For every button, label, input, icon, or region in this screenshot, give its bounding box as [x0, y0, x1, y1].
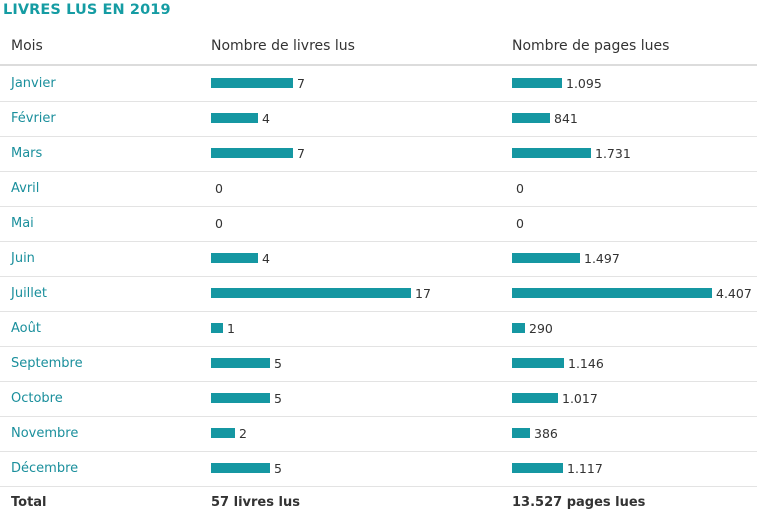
- books-bar: [211, 78, 293, 88]
- books-bar: [211, 428, 235, 438]
- books-value-label: 17: [415, 286, 431, 301]
- pages-value-label: 290: [529, 321, 553, 336]
- table-row: Décembre 5 1.117: [0, 452, 757, 487]
- chart-title: LIVRES LUS EN 2019: [3, 2, 171, 18]
- pages-bar: [512, 148, 591, 158]
- month-link[interactable]: Juin: [11, 251, 35, 266]
- pages-value-label: 1.017: [562, 391, 598, 406]
- total-pages: 13.527 pages lues: [512, 495, 646, 510]
- books-bar: [211, 113, 258, 123]
- month-link[interactable]: Octobre: [11, 391, 63, 406]
- table-row: Mars 7 1.731: [0, 137, 757, 172]
- books-value-label: 1: [227, 321, 235, 336]
- books-value-label: 5: [274, 356, 282, 371]
- month-link[interactable]: Janvier: [11, 76, 56, 91]
- pages-value-label: 1.117: [567, 461, 603, 476]
- books-bar: [211, 358, 270, 368]
- table-row: Avril 0 0: [0, 172, 757, 207]
- pages-bar: [512, 428, 530, 438]
- pages-bar: [512, 113, 550, 123]
- table-row: Août 1 290: [0, 312, 757, 347]
- month-link[interactable]: Mai: [11, 216, 34, 231]
- pages-value-label: 0: [516, 181, 524, 196]
- pages-bar: [512, 78, 562, 88]
- table-row: Janvier 7 1.095: [0, 67, 757, 102]
- total-label: Total: [11, 495, 47, 510]
- books-value-label: 7: [297, 146, 305, 161]
- month-link[interactable]: Septembre: [11, 356, 83, 371]
- books-bar: [211, 253, 258, 263]
- books-bar: [211, 463, 270, 473]
- books-value-label: 4: [262, 111, 270, 126]
- table-header: Mois Nombre de livres lus Nombre de page…: [0, 30, 757, 66]
- pages-bar: [512, 393, 558, 403]
- table-row: Mai 0 0: [0, 207, 757, 242]
- pages-value-label: 1.497: [584, 251, 620, 266]
- books-bar: [211, 393, 270, 403]
- header-books: Nombre de livres lus: [211, 38, 355, 54]
- month-link[interactable]: Novembre: [11, 426, 79, 441]
- month-link[interactable]: Avril: [11, 181, 40, 196]
- books-value-label: 0: [215, 216, 223, 231]
- month-link[interactable]: Août: [11, 321, 41, 336]
- pages-value-label: 386: [534, 426, 558, 441]
- books-value-label: 5: [274, 391, 282, 406]
- total-row: Total 57 livres lus 13.527 pages lues: [0, 486, 757, 522]
- books-bar: [211, 148, 293, 158]
- books-value-label: 2: [239, 426, 247, 441]
- pages-bar: [512, 463, 563, 473]
- pages-bar: [512, 358, 564, 368]
- table-row: Septembre 5 1.146: [0, 347, 757, 382]
- books-bar: [211, 323, 223, 333]
- header-pages: Nombre de pages lues: [512, 38, 670, 54]
- pages-value-label: 4.407: [716, 286, 752, 301]
- pages-value-label: 1.731: [595, 146, 631, 161]
- month-link[interactable]: Mars: [11, 146, 43, 161]
- table-row: Novembre 2 386: [0, 417, 757, 452]
- pages-bar: [512, 253, 580, 263]
- pages-bar: [512, 288, 712, 298]
- table-row: Octobre 5 1.017: [0, 382, 757, 417]
- table-row: Juin 4 1.497: [0, 242, 757, 277]
- table-row: Juillet 17 4.407: [0, 277, 757, 312]
- header-month: Mois: [11, 38, 43, 54]
- pages-value-label: 1.095: [566, 76, 602, 91]
- month-link[interactable]: Décembre: [11, 461, 79, 476]
- pages-value-label: 841: [554, 111, 578, 126]
- books-value-label: 5: [274, 461, 282, 476]
- books-value-label: 0: [215, 181, 223, 196]
- books-bar: [211, 288, 411, 298]
- pages-value-label: 1.146: [568, 356, 604, 371]
- pages-value-label: 0: [516, 216, 524, 231]
- month-link[interactable]: Juillet: [11, 286, 48, 301]
- total-books: 57 livres lus: [211, 495, 300, 510]
- pages-bar: [512, 323, 525, 333]
- table-row: Février 4 841: [0, 102, 757, 137]
- books-value-label: 7: [297, 76, 305, 91]
- books-value-label: 4: [262, 251, 270, 266]
- month-link[interactable]: Février: [11, 111, 56, 126]
